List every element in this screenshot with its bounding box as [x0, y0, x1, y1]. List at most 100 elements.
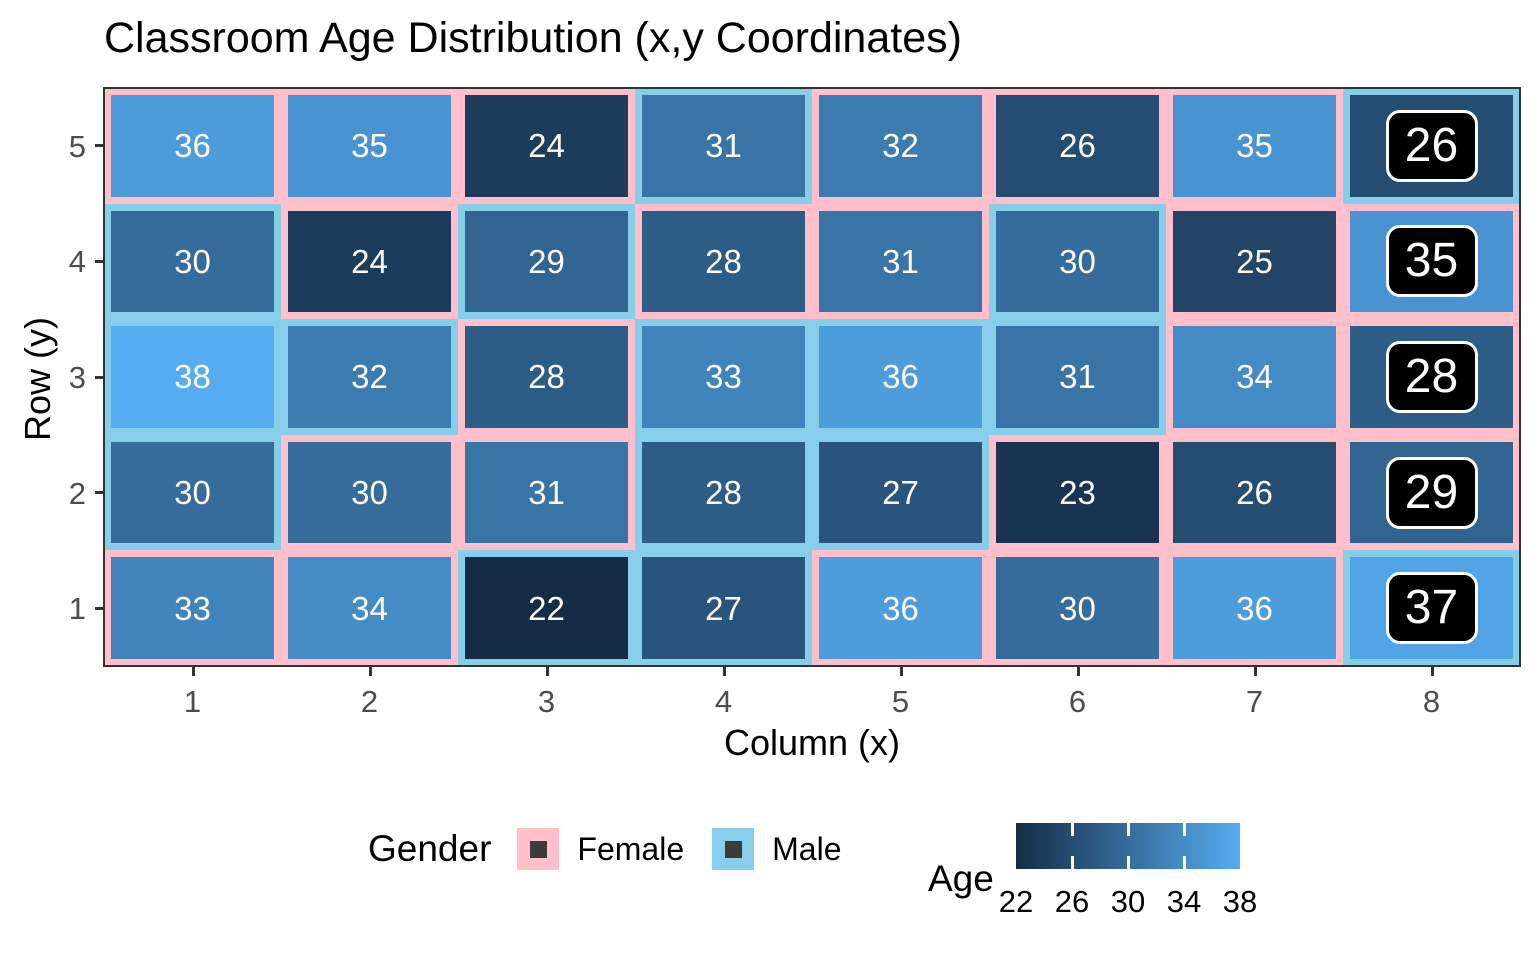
- y-tick-label: 1: [68, 591, 86, 627]
- heatmap-cell-x6-y2: 23: [989, 434, 1166, 551]
- cell-age-label: 29: [528, 242, 565, 280]
- x-tick-mark: [1076, 667, 1080, 676]
- cell-age-label: 35: [1236, 127, 1273, 165]
- heatmap-cell-x3-y1: 22: [458, 550, 635, 666]
- heatmap-cell-x6-y4: 30: [989, 203, 1166, 320]
- y-tick-mark: [95, 491, 104, 495]
- heatmap-cell-x8-y4: 35: [1343, 203, 1520, 320]
- highlight-badge: 28: [1385, 340, 1478, 413]
- x-tick-mark: [722, 667, 726, 676]
- x-tick-label: 7: [1245, 684, 1264, 719]
- colorbar-tick-mark: [1070, 823, 1074, 836]
- heatmap-cell-x5-y3: 36: [812, 319, 989, 435]
- cell-age-label: 25: [1236, 242, 1273, 280]
- age-legend: Age 22 26 30 34 38: [928, 818, 1268, 928]
- x-tick-label: 6: [1068, 684, 1087, 719]
- heatmap-cell-x2-y4: 24: [281, 203, 458, 320]
- heatmap-cell-x1-y1: 33: [104, 550, 281, 666]
- heatmap-cell-x7-y1: 36: [1166, 550, 1343, 666]
- heatmap-cell-x4-y4: 28: [635, 203, 812, 320]
- heatmap-cell-x8-y3: 28: [1343, 319, 1520, 435]
- heatmap-cell-x7-y2: 26: [1166, 434, 1343, 551]
- y-tick-mark: [95, 375, 104, 379]
- heatmap-cell-x1-y3: 38: [104, 319, 281, 435]
- colorbar-tick-mark: [1070, 856, 1074, 869]
- heatmap-cell-x1-y5: 36: [104, 88, 281, 204]
- cell-age-label: 35: [1404, 234, 1459, 288]
- heatmap-cell-x3-y5: 24: [458, 88, 635, 204]
- heatmap-cell-x3-y4: 29: [458, 203, 635, 320]
- y-tick-mark: [95, 259, 104, 263]
- cell-age-label: 28: [1404, 349, 1459, 403]
- highlight-badge: 26: [1385, 109, 1478, 182]
- chart-title: Classroom Age Distribution (x,y Coordina…: [104, 14, 962, 62]
- age-tick-label: 26: [1054, 884, 1090, 919]
- cell-age-label: 23: [1059, 474, 1096, 512]
- x-tick-label: 4: [714, 684, 733, 719]
- cell-age-label: 36: [1236, 589, 1273, 627]
- x-tick-mark: [191, 667, 195, 676]
- heatmap-cell-x4-y2: 28: [635, 434, 812, 551]
- cell-age-label: 34: [1236, 358, 1273, 396]
- heatmap-cell-x7-y3: 34: [1166, 319, 1343, 435]
- heatmap-cell-x5-y4: 31: [812, 203, 989, 320]
- cell-age-label: 28: [705, 242, 742, 280]
- x-tick-label: 5: [891, 684, 910, 719]
- heatmap-cell-x2-y5: 35: [281, 88, 458, 204]
- cell-age-label: 33: [705, 358, 742, 396]
- colorbar-tick-mark: [1126, 856, 1130, 869]
- y-tick-mark: [95, 606, 104, 610]
- heatmap-cell-x5-y5: 32: [812, 88, 989, 204]
- cell-age-label: 31: [528, 474, 565, 512]
- cell-age-label: 24: [351, 242, 388, 280]
- heatmap-cell-x8-y2: 29: [1343, 434, 1520, 551]
- cell-age-label: 30: [1059, 589, 1096, 627]
- gender-legend-title: Gender: [368, 828, 492, 869]
- male-legend-label: Male: [772, 830, 842, 867]
- cell-age-label: 26: [1059, 127, 1096, 165]
- heatmap-cell-x5-y2: 27: [812, 434, 989, 551]
- cell-age-label: 38: [174, 358, 211, 396]
- heatmap-cell-x4-y3: 33: [635, 319, 812, 435]
- y-tick-label: 2: [68, 475, 86, 511]
- cell-age-label: 28: [528, 358, 565, 396]
- heatmap-cell-x6-y5: 26: [989, 88, 1166, 204]
- x-tick-label: 2: [360, 684, 379, 719]
- cell-age-label: 36: [174, 127, 211, 165]
- colorbar-tick-mark: [1182, 856, 1186, 869]
- cell-age-label: 31: [882, 242, 919, 280]
- cell-age-label: 35: [351, 127, 388, 165]
- x-tick-label: 1: [183, 684, 202, 719]
- heatmap-cell-x4-y1: 27: [635, 550, 812, 666]
- x-tick-label: 3: [537, 684, 556, 719]
- legend-key-swatch-icon: [529, 840, 547, 858]
- x-tick-mark: [545, 667, 549, 676]
- y-tick-mark: [95, 144, 104, 148]
- cell-age-label: 24: [528, 127, 565, 165]
- x-tick-mark: [1253, 667, 1257, 676]
- heatmap-cell-x8-y1: 37: [1343, 550, 1520, 666]
- heatmap-cell-x1-y2: 30: [104, 434, 281, 551]
- heatmap-cell-x6-y1: 30: [989, 550, 1166, 666]
- cell-age-label: 30: [351, 474, 388, 512]
- cell-age-label: 37: [1404, 581, 1459, 635]
- x-tick-mark: [1430, 667, 1434, 676]
- heatmap-cell-x5-y1: 36: [812, 550, 989, 666]
- heatmap-cell-x8-y5: 26: [1343, 88, 1520, 204]
- cell-age-label: 30: [174, 242, 211, 280]
- cell-age-label: 30: [174, 474, 211, 512]
- cell-age-label: 27: [705, 589, 742, 627]
- y-tick-label: 5: [68, 128, 86, 164]
- colorbar-tick-mark: [1126, 823, 1130, 836]
- x-tick-mark: [899, 667, 903, 676]
- cell-age-label: 31: [1059, 358, 1096, 396]
- cell-age-label: 32: [882, 127, 919, 165]
- x-tick-mark: [368, 667, 372, 676]
- age-legend-title: Age: [928, 858, 994, 899]
- heatmap-cell-x4-y5: 31: [635, 88, 812, 204]
- female-legend-key: [517, 828, 560, 870]
- heatmap-cell-x7-y5: 35: [1166, 88, 1343, 204]
- male-legend-key: [712, 828, 755, 870]
- age-tick-label: 34: [1166, 884, 1202, 919]
